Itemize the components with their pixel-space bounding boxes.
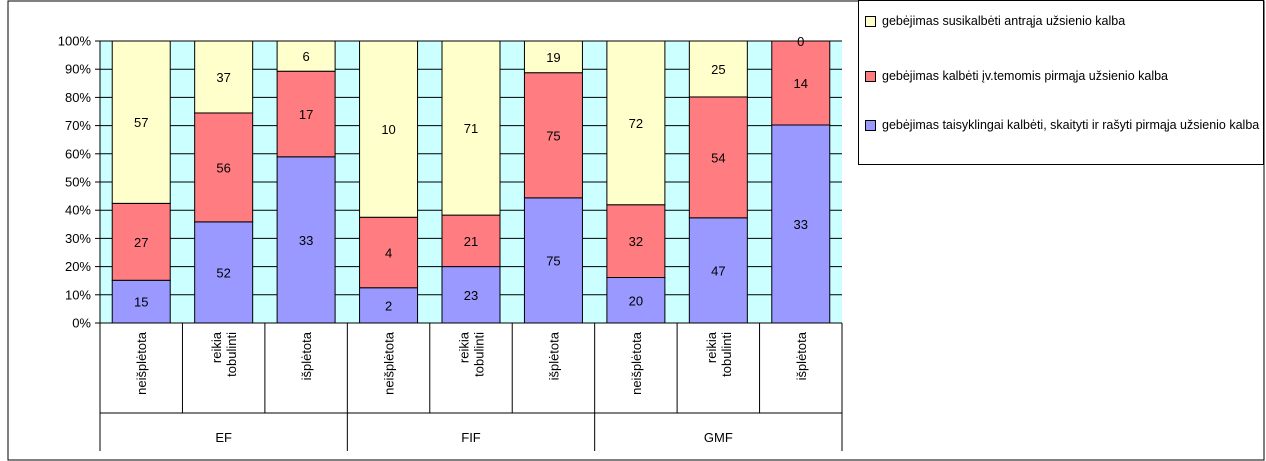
bar-segment [194, 221, 254, 324]
y-tick-label: 60% [65, 146, 91, 161]
data-label: 14 [794, 76, 808, 91]
bar-segment [359, 40, 419, 218]
y-tick-label: 30% [65, 231, 91, 246]
data-label: 56 [216, 160, 230, 175]
data-label: 19 [546, 50, 560, 65]
legend-swatch [865, 120, 876, 131]
data-label: 20 [629, 293, 643, 308]
data-label: 37 [216, 70, 230, 85]
data-label: 52 [216, 265, 230, 280]
legend-item: gebėjimas kalbėti įv.temomis pirmąja užs… [865, 68, 1263, 85]
category-label: neišplėtota [382, 331, 397, 395]
data-label: 75 [546, 253, 560, 268]
legend-label: gebėjimas kalbėti įv.temomis pirmąja užs… [882, 69, 1169, 83]
data-label: 72 [629, 116, 643, 131]
data-label: 4 [385, 246, 392, 261]
category-label: tobulinti [472, 332, 487, 377]
category-label: neišplėtota [134, 331, 149, 395]
bar-segment [771, 124, 831, 324]
bar-segment [276, 156, 336, 324]
data-label: 75 [546, 128, 560, 143]
bar-segment [771, 40, 831, 126]
group-label: FIF [461, 430, 481, 445]
group-label: EF [215, 430, 232, 445]
category-label: tobulinti [719, 332, 734, 377]
legend-swatch [865, 71, 876, 82]
category-label: neišplėtota [629, 331, 644, 395]
data-label: 57 [134, 115, 148, 130]
y-tick-label: 70% [65, 118, 91, 133]
data-label: 10 [381, 122, 395, 137]
bar-segment [111, 202, 171, 281]
data-label: 47 [711, 263, 725, 278]
bar-segment [441, 40, 501, 216]
legend-label: gebėjimas susikalbėti antrąja užsienio k… [882, 14, 1126, 28]
data-label: 71 [464, 121, 478, 136]
data-label: 54 [711, 150, 725, 165]
y-tick-label: 10% [65, 287, 91, 302]
data-label: 6 [302, 49, 309, 64]
bar-segment [523, 40, 583, 74]
category-label: išplėtota [546, 331, 561, 380]
data-label: 27 [134, 235, 148, 250]
bar-segment [359, 216, 419, 289]
data-label: 23 [464, 288, 478, 303]
category-label: reikia [704, 331, 719, 363]
data-label: 2 [385, 298, 392, 313]
bar-segment [194, 40, 254, 114]
group-label: GMF [704, 430, 733, 445]
bar-segment [606, 40, 666, 206]
category-label: išplėtota [299, 331, 314, 380]
y-tick-label: 90% [65, 62, 91, 77]
bar-segment [523, 197, 583, 324]
category-label: reikia [209, 331, 224, 363]
y-tick-label: 100% [58, 34, 92, 49]
bar-segment [606, 204, 666, 279]
legend-swatch [865, 16, 876, 27]
data-label: 21 [464, 234, 478, 249]
legend-item: gebėjimas susikalbėti antrąja užsienio k… [865, 13, 1263, 30]
data-label: 15 [134, 295, 148, 310]
chart-legend: gebėjimas susikalbėti antrąja užsienio k… [858, 0, 1264, 165]
data-label: 33 [299, 233, 313, 248]
legend-label: gebėjimas taisyklingai kalbėti, skaityti… [882, 118, 1260, 132]
data-label: 17 [299, 107, 313, 122]
bar-segment [441, 266, 501, 324]
category-label: išplėtota [794, 331, 809, 380]
data-label: 25 [711, 62, 725, 77]
chart-frame [7, 0, 1265, 461]
data-label: 32 [629, 234, 643, 249]
data-label: 33 [794, 217, 808, 232]
bar-segment [111, 40, 171, 204]
bar-segment [523, 72, 583, 199]
y-tick-label: 0% [72, 316, 91, 331]
data-label: 0 [797, 34, 804, 49]
bar-segment [194, 112, 254, 223]
legend-item: gebėjimas taisyklingai kalbėti, skaityti… [865, 117, 1263, 134]
category-label: reikia [457, 331, 472, 363]
y-tick-label: 80% [65, 90, 91, 105]
bar-segment [606, 277, 666, 324]
bar-segment [688, 217, 748, 324]
y-tick-label: 40% [65, 203, 91, 218]
y-tick-label: 50% [65, 175, 91, 190]
bar-segment [688, 40, 748, 98]
y-tick-label: 20% [65, 259, 91, 274]
bar-segment [276, 40, 336, 72]
category-label: tobulinti [224, 332, 239, 377]
bar-segment [276, 70, 336, 158]
